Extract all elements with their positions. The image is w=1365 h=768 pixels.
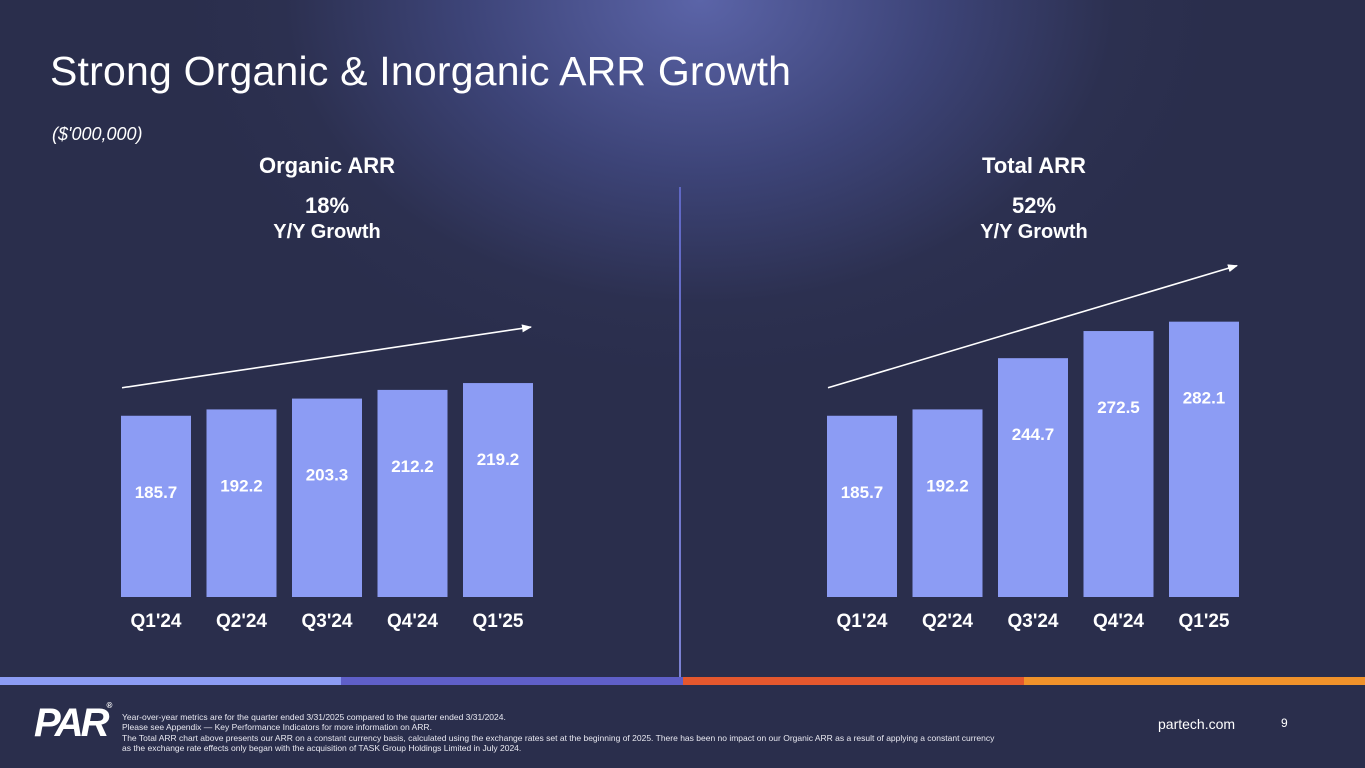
footnote-2: Please see Appendix — Key Performance In… [122,722,432,733]
color-strip [0,677,1365,685]
total-value-label-2: 192.2 [926,476,969,495]
organic-value-label-1: 185.7 [135,483,178,502]
organic-chart-title: Organic ARR [258,153,396,178]
total-category-label-4: Q4'24 [1093,611,1144,632]
strip-segment-1 [0,677,342,685]
total-value-label-1: 185.7 [841,483,884,502]
footer [0,685,1365,768]
organic-category-label-3: Q3'24 [302,611,353,632]
total-bar-5 [1169,321,1239,597]
footnote-3: The Total ARR chart above presents our A… [122,732,995,743]
organic-category-label-2: Q2'24 [216,611,267,632]
par-logo: PAR® [34,701,112,746]
organic-bar-3 [292,398,362,597]
organic-value-label-3: 203.3 [306,466,349,485]
organic-value-label-5: 219.2 [477,450,520,469]
total-category-label-5: Q1'25 [1179,611,1230,632]
registered-mark: ® [106,701,113,710]
total-growth-percent: 52% [1011,193,1057,218]
organic-bar-2 [206,409,277,597]
slide-title: Strong Organic & Inorganic ARR Growth [50,48,792,94]
total-chart-header: Total ARR 52% Y/Y Growth [884,153,1184,244]
page-number: 9 [1281,716,1288,730]
total-value-label-5: 282.1 [1183,389,1226,408]
total-value-label-4: 272.5 [1097,398,1140,417]
par-logo-text: PAR [34,701,110,745]
footnote-1: Year-over-year metrics are for the quart… [122,712,506,722]
total-value-label-3: 244.7 [1012,425,1055,444]
total-trend-arrow [827,264,1238,389]
total-bar-1 [827,415,897,597]
total-growth-label: Y/Y Growth [980,221,1088,243]
organic-growth-label: Y/Y Growth [273,221,381,243]
organic-bar-5 [463,383,533,597]
footnote-4: as the exchange rate effects only began … [122,742,522,753]
organic-trend-arrow [121,324,532,389]
organic-category-label-5: Q1'25 [473,611,524,632]
organic-value-label-4: 212.2 [391,457,434,476]
organic-bar-1 [121,415,191,597]
total-bar-3 [998,358,1068,597]
total-bar-2 [912,409,983,597]
organic-category-label-1: Q1'24 [131,611,182,632]
chart-divider [679,187,681,677]
strip-segment-4 [1023,677,1365,685]
footnotes: Year-over-year metrics are for the quart… [122,712,1162,753]
organic-category-label-4: Q4'24 [387,611,438,632]
total-category-label-2: Q2'24 [922,611,973,632]
strip-segment-3 [682,677,1024,685]
total-category-label-1: Q1'24 [837,611,888,632]
organic-value-label-2: 192.2 [220,476,263,495]
organic-bar-4 [377,389,448,597]
organic-chart-header: Organic ARR 18% Y/Y Growth [177,153,477,244]
units-label: ($'000,000) [52,124,143,144]
bar-charts: 185.7 Q1'24 192.2 Q2'24 203.3 Q3'24 212.2 Q4'24… [121,264,1239,632]
total-chart-title: Total ARR [982,153,1086,178]
website-link[interactable]: partech.com [1158,716,1236,732]
organic-growth-percent: 18% [304,193,350,218]
strip-segment-2 [341,677,683,685]
total-category-label-3: Q3'24 [1008,611,1059,632]
total-bar-4 [1083,331,1154,597]
